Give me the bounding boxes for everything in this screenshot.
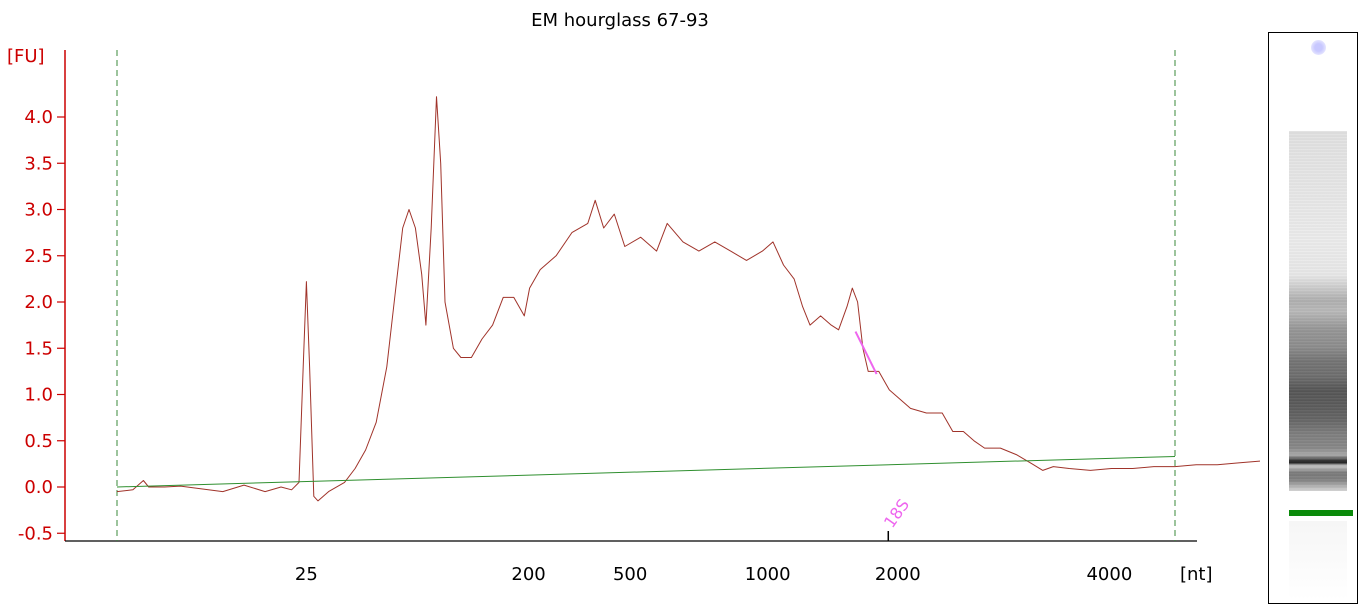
y-tick-label: 1.5 (24, 338, 53, 359)
y-tick-label: 4.0 (24, 107, 53, 128)
x-tick-label: 4000 (1086, 564, 1132, 585)
peak-highlight-segment (854, 331, 878, 375)
y-tick-label: 3.5 (24, 153, 53, 174)
x-tick-label: 500 (613, 564, 647, 585)
x-tick-label: 1000 (745, 564, 791, 585)
baseline-line (116, 456, 1176, 488)
y-tick-label: 0.5 (24, 431, 53, 452)
y-tick-label: 2.5 (24, 246, 53, 267)
fluorescence-trace (116, 96, 1260, 502)
y-tick-label: 0.0 (24, 477, 53, 498)
y-axis-unit: [FU] (7, 46, 45, 67)
series-layer (116, 96, 1260, 502)
chart-title: EM hourglass 67-93 (531, 10, 709, 31)
peak-label-18s: 18S (880, 495, 913, 531)
gel-marker-dot (1311, 40, 1326, 55)
gel-lower-marker-band (1289, 510, 1353, 516)
gel-lower-region (1289, 521, 1347, 601)
y-tick-label: 1.0 (24, 385, 53, 406)
electropherogram-chart: EM hourglass 67-93 [FU] [nt] -0.5 0.0 0.5 1… (7, 10, 1260, 585)
x-tick-label: 2000 (875, 564, 921, 585)
gel-lane-panel (1268, 32, 1358, 604)
y-tick-label: 2.0 (24, 292, 53, 313)
x-tick-label: 25 (295, 564, 318, 585)
y-tick-label: -0.5 (18, 523, 53, 544)
x-axis-unit: [nt] (1180, 564, 1213, 585)
tick-labels: -0.5 0.0 0.5 1.0 1.5 2.0 2.5 3.0 3.5 4.0 25 200 500 1… (18, 107, 1132, 585)
axes (57, 50, 1197, 542)
gel-lane-smear (1289, 131, 1347, 491)
y-tick-label: 3.0 (24, 200, 53, 221)
x-tick-label: 200 (511, 564, 545, 585)
